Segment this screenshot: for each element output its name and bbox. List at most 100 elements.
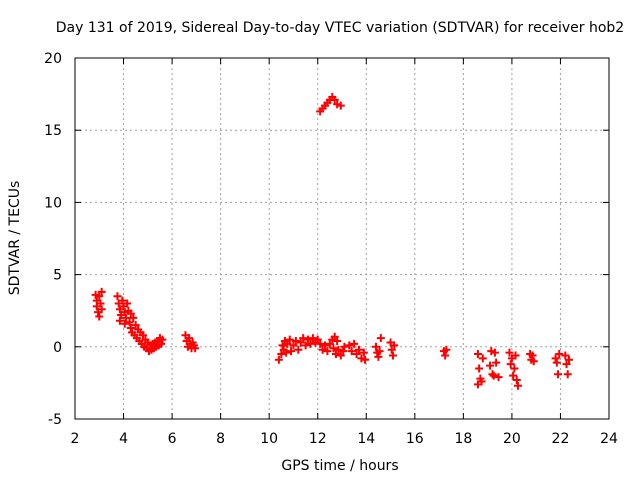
x-tick-label: 4: [119, 431, 128, 447]
chart-title: Day 131 of 2019, Sidereal Day-to-day VTE…: [56, 20, 624, 36]
data-point: [488, 370, 497, 379]
data-point: [123, 299, 132, 308]
data-point: [331, 350, 340, 359]
data-point: [291, 337, 300, 346]
data-point: [120, 319, 129, 328]
data-point: [306, 339, 315, 348]
data-points: [91, 92, 573, 390]
data-point: [336, 101, 345, 110]
data-point: [489, 371, 498, 380]
x-tick-label: 10: [260, 431, 278, 447]
data-point: [289, 341, 298, 350]
data-point: [301, 341, 310, 350]
data-point: [486, 361, 495, 370]
y-tick-label: 20: [44, 51, 62, 67]
data-point: [285, 335, 294, 344]
data-point: [354, 345, 363, 354]
x-tick-label: 12: [309, 431, 327, 447]
data-point: [564, 355, 573, 364]
data-point: [387, 345, 396, 354]
data-point: [115, 316, 124, 325]
y-tick-label: 10: [44, 195, 62, 211]
data-point: [95, 292, 104, 301]
data-point: [339, 347, 348, 356]
data-point: [371, 342, 380, 351]
data-point: [118, 296, 127, 305]
data-point: [126, 324, 135, 333]
data-point: [388, 351, 397, 360]
data-point: [131, 321, 140, 330]
data-point: [185, 334, 194, 343]
data-point: [374, 352, 383, 361]
data-point: [96, 299, 105, 308]
data-point: [126, 309, 135, 318]
x-tick-label: 2: [71, 431, 80, 447]
data-point: [330, 95, 339, 104]
y-tick-label: 5: [53, 268, 62, 284]
data-point: [97, 305, 106, 314]
data-point: [359, 348, 368, 357]
y-axis-tick-labels: -5 0 5 10 15 20: [44, 51, 62, 428]
data-point: [475, 364, 484, 373]
data-point: [513, 381, 522, 390]
data-point: [308, 334, 317, 343]
data-point: [97, 287, 106, 296]
x-tick-label: 16: [406, 431, 424, 447]
data-point: [330, 332, 339, 341]
data-point: [299, 334, 308, 343]
data-point: [347, 347, 356, 356]
data-point: [478, 354, 487, 363]
data-point: [529, 357, 538, 366]
y-tick-label: -5: [48, 412, 62, 428]
data-point: [313, 335, 322, 344]
data-point: [473, 350, 482, 359]
axis-ticks: [74, 57, 610, 420]
data-point: [316, 339, 325, 348]
data-point: [321, 341, 330, 350]
data-point: [113, 292, 122, 301]
data-point: [563, 370, 572, 379]
y-tick-label: 0: [53, 340, 62, 356]
data-point: [510, 364, 519, 373]
data-point: [121, 313, 130, 322]
data-point: [494, 373, 503, 382]
x-tick-label: 20: [503, 431, 521, 447]
data-point: [277, 350, 286, 359]
data-point: [477, 377, 486, 386]
data-point: [551, 354, 560, 363]
data-point: [376, 334, 385, 343]
x-tick-label: 24: [600, 431, 618, 447]
data-point: [325, 339, 334, 348]
data-point: [318, 345, 327, 354]
data-point: [157, 339, 166, 348]
data-point: [505, 348, 514, 357]
data-point: [191, 344, 200, 353]
data-point: [509, 371, 518, 380]
data-point: [562, 360, 571, 369]
data-point: [441, 351, 450, 360]
y-axis-label: SDTVAR / TECUs: [7, 181, 23, 296]
data-point: [442, 345, 451, 354]
x-tick-label: 18: [454, 431, 472, 447]
x-tick-label: 8: [216, 431, 225, 447]
data-point: [490, 348, 499, 357]
x-tick-label: 14: [357, 431, 375, 447]
data-point: [512, 376, 521, 385]
data-point: [334, 345, 343, 354]
data-point: [304, 335, 313, 344]
data-point: [492, 358, 501, 367]
data-point: [287, 347, 296, 356]
data-point: [511, 351, 520, 360]
data-point: [352, 350, 361, 359]
data-point: [555, 350, 564, 359]
data-point: [554, 370, 563, 379]
data-point: [336, 351, 345, 360]
data-point: [158, 335, 167, 344]
data-point: [125, 318, 134, 327]
data-point: [333, 337, 342, 346]
data-point: [274, 355, 283, 364]
data-point: [138, 331, 147, 340]
data-point: [296, 338, 305, 347]
data-point: [95, 312, 104, 321]
